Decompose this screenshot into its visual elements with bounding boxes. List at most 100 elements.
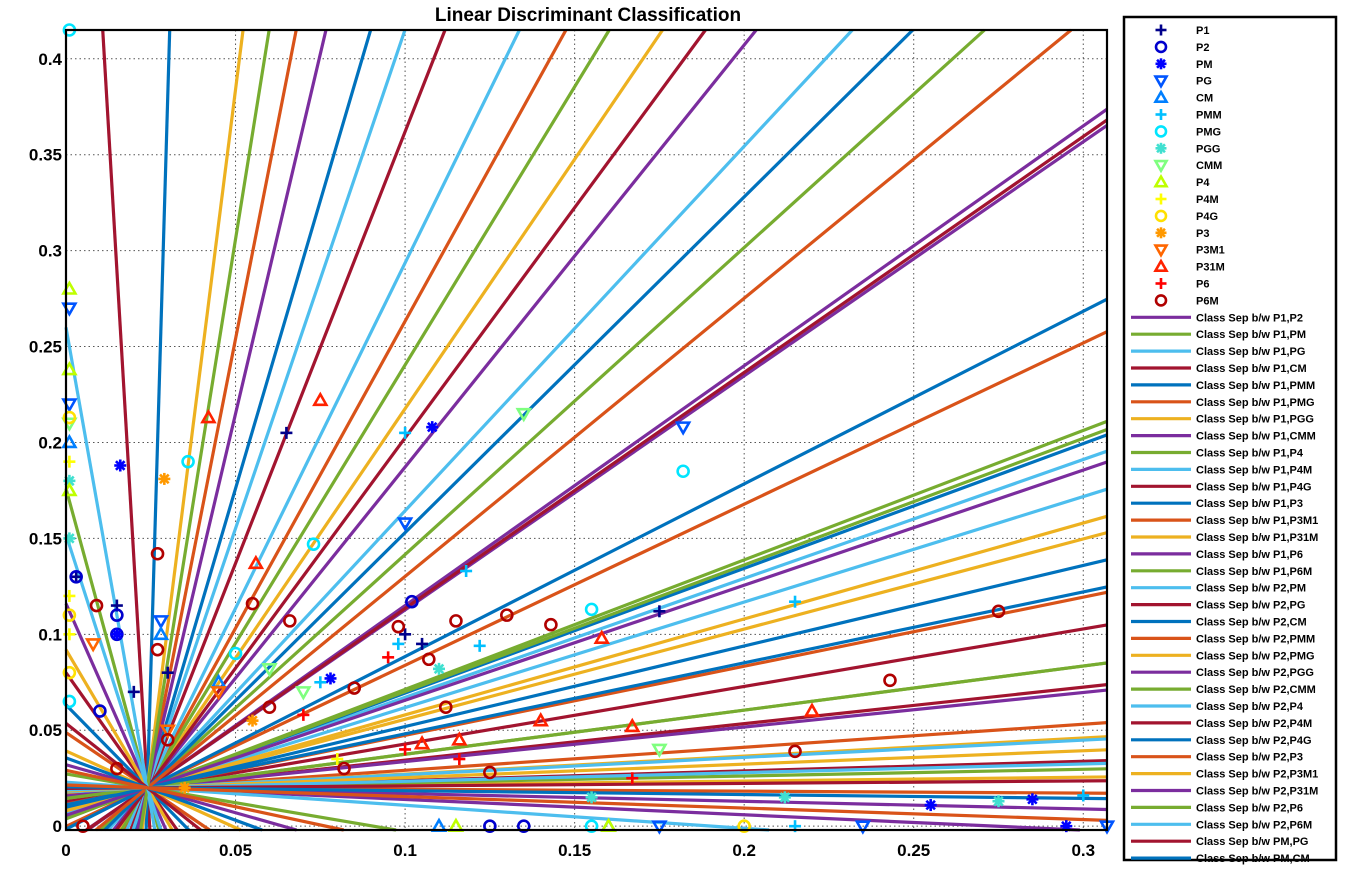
data-point: [1155, 227, 1167, 239]
data-point: [312, 391, 329, 407]
data-point: [460, 565, 473, 578]
data-point: [110, 628, 123, 641]
separator-line: [65, 460, 1108, 817]
separator-line: [101, 29, 152, 831]
y-tick-label: 0: [53, 817, 62, 836]
legend-label: PGG: [1196, 143, 1220, 155]
data-point: [62, 694, 77, 709]
separator-line: [65, 558, 1108, 809]
legend-label: P1: [1196, 25, 1209, 37]
x-tick-label: 0.2: [732, 841, 756, 860]
separator-line: [65, 756, 263, 832]
legend-label: Class Sep b/w P2,PM: [1196, 583, 1306, 595]
legend-label: Class Sep b/w P1,P2: [1196, 312, 1303, 324]
legend-label: Class Sep b/w P1,P3: [1196, 498, 1303, 510]
data-point: [331, 753, 344, 766]
data-point: [114, 459, 127, 472]
data-point: [426, 421, 439, 434]
data-point: [127, 685, 140, 698]
data-point: [438, 700, 453, 715]
data-point: [159, 724, 176, 739]
data-point: [1026, 793, 1039, 806]
separator-line: [144, 29, 172, 831]
data-point: [788, 744, 802, 759]
separator-line: [137, 29, 298, 831]
data-point: [245, 596, 260, 611]
separator-line: [65, 661, 1108, 800]
legend-label: Class Sep b/w PM,CM: [1196, 853, 1310, 865]
legend-label: PMM: [1196, 110, 1222, 122]
separator-line: [94, 28, 1073, 832]
data-point: [161, 666, 174, 679]
data-point: [483, 765, 497, 780]
y-tick-label: 0.4: [38, 50, 62, 69]
legend-label: Class Sep b/w P2,PMG: [1196, 650, 1315, 662]
x-tick-label: 0.3: [1071, 841, 1095, 860]
separator-line: [65, 783, 1108, 822]
data-point: [399, 743, 412, 756]
data-point: [297, 708, 310, 721]
data-point: [676, 464, 690, 479]
data-point: [1154, 294, 1168, 307]
data-point: [1153, 159, 1169, 174]
data-point: [789, 595, 802, 608]
data-point: [347, 681, 362, 695]
data-point: [70, 570, 83, 583]
legend-label: Class Sep b/w P2,CM: [1196, 617, 1307, 629]
data-point: [282, 614, 297, 628]
separator-line: [125, 29, 521, 831]
legend-label: Class Sep b/w P1,P3M1: [1196, 515, 1318, 527]
x-tick-label: 0.05: [219, 841, 252, 860]
legend-label: Class Sep b/w P2,P4G: [1196, 735, 1312, 747]
data-point: [626, 772, 639, 785]
legend-label: Class Sep b/w P2,P6: [1196, 802, 1303, 814]
data-point: [544, 617, 558, 632]
data-point: [854, 820, 872, 835]
data-point: [295, 686, 312, 701]
legend-label: CM: [1196, 93, 1213, 105]
data-point: [62, 608, 77, 622]
legend-box: [1122, 15, 1338, 862]
data-point: [624, 717, 641, 733]
legend-label: Class Sep b/w P1,PMG: [1196, 397, 1315, 409]
legend-label: Class Sep b/w P1,PG: [1196, 346, 1305, 358]
legend-label: P4M: [1196, 194, 1219, 206]
separator-line: [99, 28, 986, 832]
data-point: [62, 410, 77, 425]
data-point: [674, 421, 692, 436]
tick-labels: 0 0.05 0.1 0.15 0.2 0.25 0.3 0 0.05 0.1 0.15 0.2 0.2…: [29, 50, 1095, 860]
legend-label: Class Sep b/w P2,P3: [1196, 752, 1303, 764]
legend-label: Class Sep b/w P1,PGG: [1196, 414, 1314, 426]
separator-line: [103, 28, 914, 832]
data-point: [382, 651, 395, 664]
data-point: [152, 615, 170, 630]
legend-label: Class Sep b/w P2,PG: [1196, 600, 1305, 612]
legend-label: Class Sep b/w P2,P4M: [1196, 718, 1312, 730]
data-point: [422, 652, 436, 667]
data-point: [593, 629, 610, 644]
legend-label: Class Sep b/w P1,P6: [1196, 549, 1303, 561]
data-point: [62, 665, 77, 680]
separator-line: [65, 688, 1108, 798]
legend-label: P6: [1196, 279, 1209, 291]
data-point: [262, 700, 277, 715]
legend-label: Class Sep b/w P2,P6M: [1196, 819, 1312, 831]
separator-line: [64, 671, 179, 831]
data-point: [778, 791, 791, 804]
legend-label: Class Sep b/w P1,P4G: [1196, 481, 1312, 493]
y-tick-label: 0.05: [29, 721, 62, 740]
data-point: [416, 637, 429, 650]
legend-label: Class Sep b/w P1,P4M: [1196, 464, 1312, 476]
separator-line: [65, 785, 1108, 801]
y-tick-label: 0.25: [29, 338, 62, 357]
data-point: [110, 608, 124, 622]
data-point: [413, 735, 431, 750]
separator-line: [85, 118, 1108, 832]
legend-label: Class Sep b/w P1,PMM: [1196, 380, 1315, 392]
data-point: [651, 743, 668, 759]
data-point: [261, 663, 278, 678]
data-point: [991, 604, 1006, 619]
data-point: [150, 642, 165, 657]
legend-label: PM: [1196, 59, 1213, 71]
data-point: [306, 537, 321, 551]
